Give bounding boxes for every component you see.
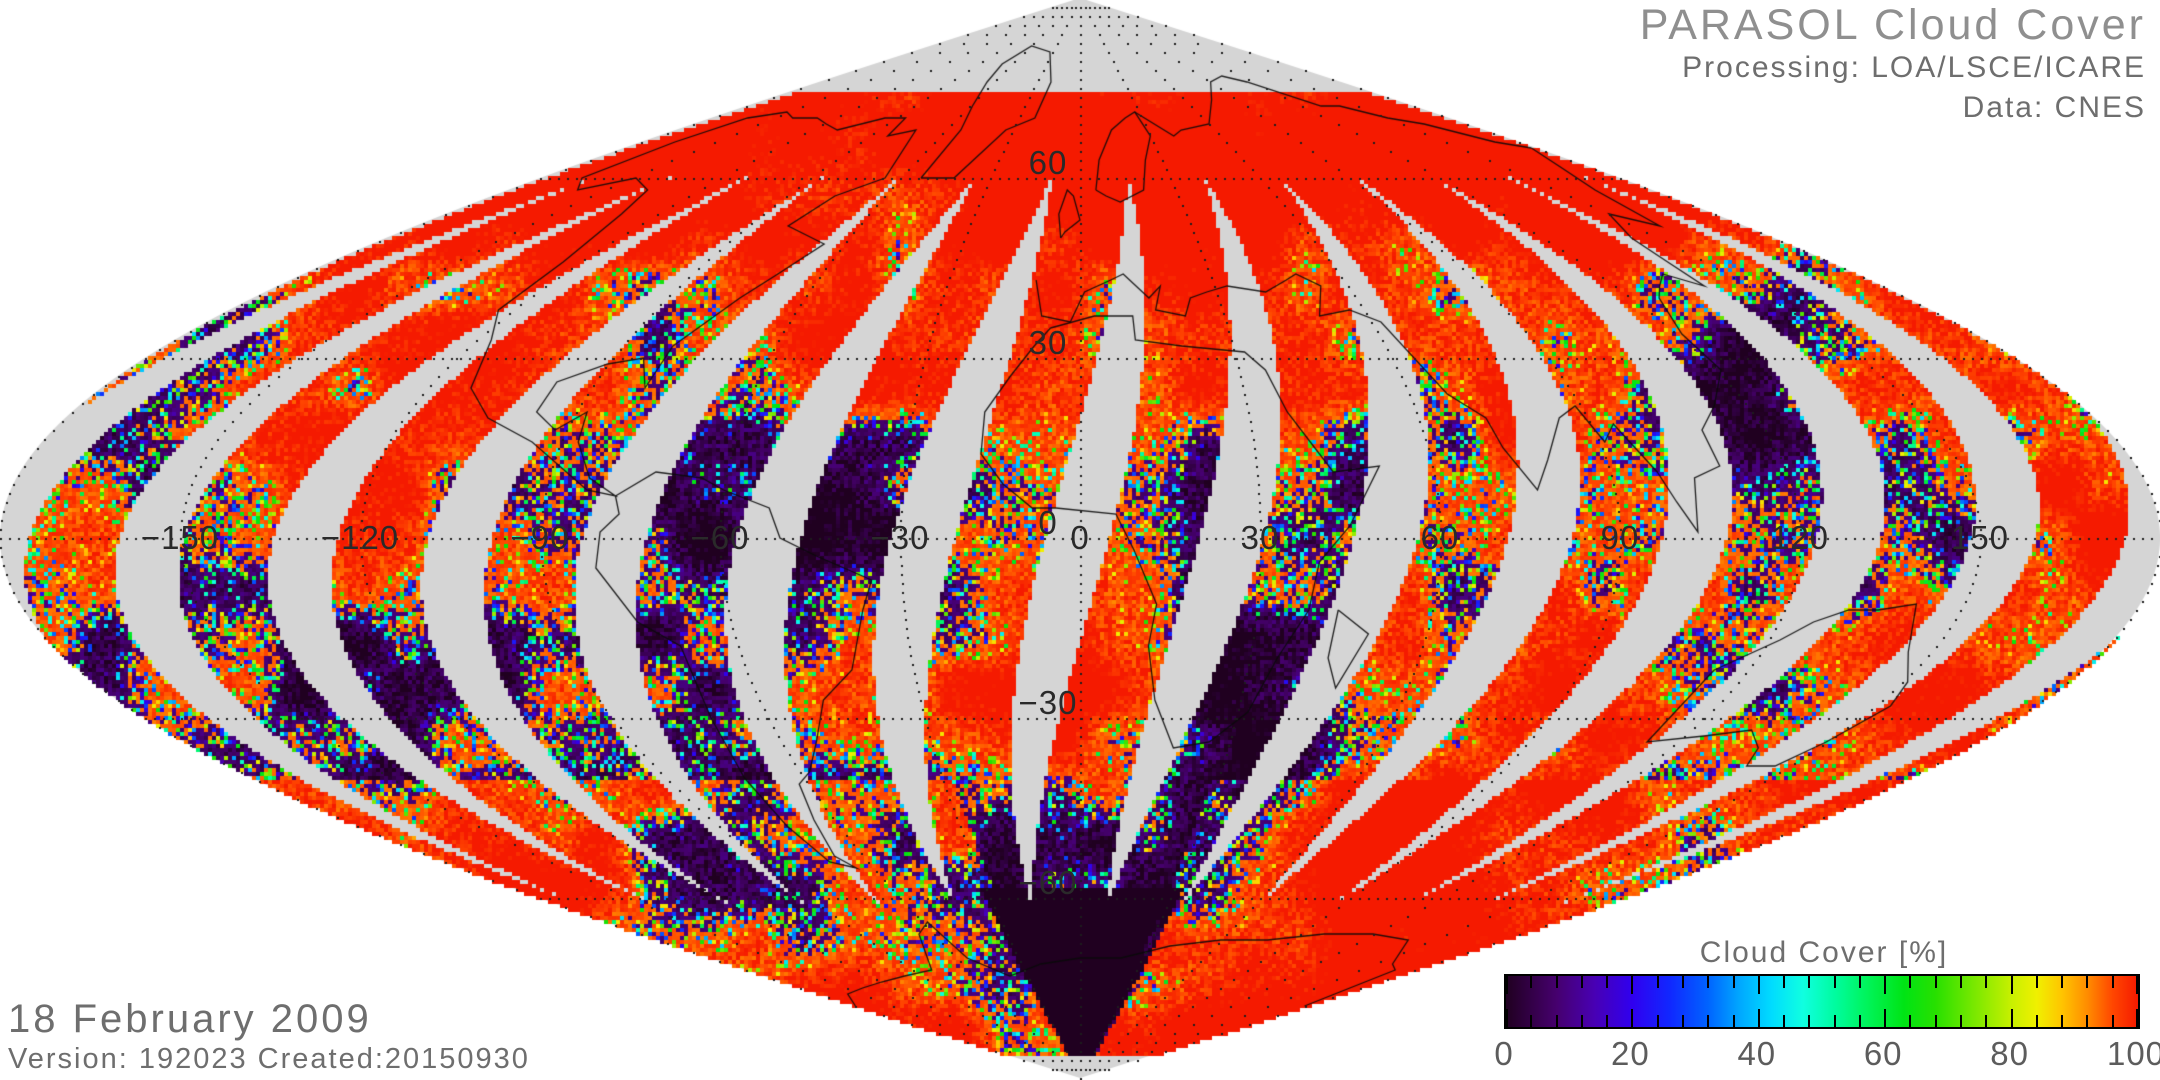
colorbar-tick (1707, 976, 1709, 988)
colorbar-tick (1758, 1009, 1760, 1027)
colorbar-tick (1506, 976, 1508, 994)
colorbar-tick (1657, 976, 1659, 988)
colorbar-tick (1808, 1015, 1810, 1027)
colorbar-tick (1783, 976, 1785, 988)
colorbar-tick (1859, 976, 1861, 988)
colorbar-tick (1960, 1015, 1962, 1027)
colorbar-tick (1935, 1015, 1937, 1027)
colorbar-tick-label: 0 (1494, 1035, 1514, 1072)
colorbar-tick (1859, 1015, 1861, 1027)
processing-credit: Processing: LOA/LSCE/ICARE (1682, 51, 2146, 84)
colorbar-tick (2112, 1015, 2114, 1027)
footer-block: 18 February 2009 Version: 192023 Created… (8, 996, 530, 1076)
colorbar-tick (1506, 1009, 1508, 1027)
colorbar-tick (2136, 976, 2138, 994)
colorbar-tick (2036, 1015, 2038, 1027)
page-title: PARASOL Cloud Cover (1639, 1, 2146, 49)
colorbar-tick (1960, 976, 1962, 988)
colorbar-tick (1682, 1015, 1684, 1027)
colorbar-tick (1657, 1015, 1659, 1027)
colorbar-tick (1909, 1015, 1911, 1027)
colorbar-tick-label: 60 (1863, 1035, 1903, 1072)
colorbar-tick (1581, 976, 1583, 988)
colorbar-tick (1556, 976, 1558, 988)
colorbar-tick (1985, 976, 1987, 988)
colorbar-tick (1884, 976, 1886, 994)
colorbar-tick (1733, 1015, 1735, 1027)
colorbar-tick (2086, 1015, 2088, 1027)
colorbar-tick (1631, 1009, 1633, 1027)
colorbar-tick (2061, 976, 2063, 988)
version-created-label: Version: 192023 Created:20150930 (8, 1043, 530, 1075)
colorbar-tick (2011, 1009, 2013, 1027)
colorbar-tick (2086, 976, 2088, 988)
colorbar-title: Cloud Cover [%] (1699, 936, 1949, 969)
colorbar-tick (1581, 1015, 1583, 1027)
colorbar-tick (1530, 976, 1532, 988)
data-credit: Data: CNES (1962, 91, 2146, 124)
date-label: 18 February 2009 (8, 997, 372, 1041)
colorbar-tick (1834, 976, 1836, 988)
colorbar-tick (2112, 976, 2114, 988)
header-block: PARASOL Cloud Cover Processing: LOA/LSCE… (1640, 2, 2146, 128)
colorbar-tick (1758, 976, 1760, 994)
colorbar-tick (1707, 1015, 1709, 1027)
colorbar-tick (1733, 976, 1735, 988)
colorbar-tick (1783, 1015, 1785, 1027)
colorbar-tick (1834, 1015, 1836, 1027)
colorbar: Cloud Cover [%] 0 20 40 60 80 100 (1494, 936, 2160, 1072)
colorbar-tick (1556, 1015, 1558, 1027)
colorbar-tick-label: 80 (1990, 1035, 2029, 1072)
colorbar-tick (1935, 976, 1937, 988)
colorbar-tick (2136, 1009, 2138, 1027)
colorbar-tick (1682, 976, 1684, 988)
colorbar-tick (1909, 976, 1911, 988)
colorbar-tick-label: 40 (1737, 1035, 1777, 1072)
colorbar-tick (1631, 976, 1633, 994)
colorbar-tick (1530, 1015, 1532, 1027)
colorbar-tick (1884, 1009, 1886, 1027)
colorbar-gradient (1504, 974, 2140, 1029)
colorbar-tick (2011, 976, 2013, 994)
colorbar-tick (1985, 1015, 1987, 1027)
colorbar-tick (2061, 1015, 2063, 1027)
colorbar-tick (1808, 976, 1810, 988)
colorbar-tick (1606, 976, 1608, 988)
colorbar-tick (1606, 1015, 1608, 1027)
colorbar-tick (2036, 976, 2038, 988)
colorbar-tick-labels: 0 20 40 60 80 100 (1494, 1035, 2160, 1072)
colorbar-tick-label: 100 (2106, 1035, 2160, 1072)
colorbar-tick-label: 20 (1611, 1035, 1650, 1072)
